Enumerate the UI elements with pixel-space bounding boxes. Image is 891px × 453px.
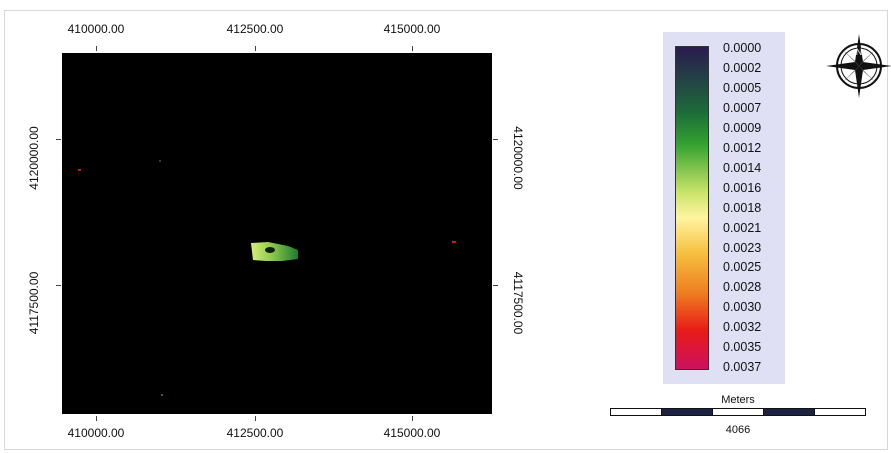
y-tickmark-left-2 (56, 285, 61, 286)
y-tickmark-right-2 (493, 285, 498, 286)
y-tickmark-left-1 (56, 139, 61, 140)
legend-value: 0.0007 (723, 100, 762, 115)
scale-bar-segment (764, 409, 815, 415)
x-tick-bottom-3: 415000.00 (383, 426, 441, 440)
legend-value: 0.0014 (723, 160, 762, 175)
legend-value: 0.0005 (723, 80, 762, 95)
legend-value-list: 0.0000 0.0002 0.0005 0.0007 0.0009 0.001… (723, 39, 761, 378)
hotspot-dim-2 (161, 394, 163, 396)
emission-source-marker (265, 247, 275, 253)
x-tickmark-bottom-3 (412, 416, 413, 421)
north-label: N (856, 47, 863, 57)
x-tickmark-bottom-1 (96, 416, 97, 421)
hotspot-dim-1 (159, 160, 161, 162)
compass-rose-icon: N (824, 28, 891, 104)
x-tickmark-bottom-2 (255, 416, 256, 421)
y-tick-right-1: 4120000.00 (511, 126, 525, 190)
x-tickmark-top-3 (412, 46, 413, 51)
concentration-legend: 0.0000 0.0002 0.0005 0.0007 0.0009 0.001… (663, 32, 785, 384)
x-tick-bottom-2: 412500.00 (226, 426, 284, 440)
hotspot-red-1 (78, 169, 81, 171)
legend-value: 0.0028 (723, 280, 762, 295)
legend-value: 0.0002 (723, 60, 762, 75)
hotspot-red-2 (452, 241, 456, 243)
map-raster (78, 160, 456, 396)
y-tick-left-2: 4117500.00 (27, 271, 41, 335)
x-tick-bottom-1: 410000.00 (67, 426, 125, 440)
legend-value: 0.0032 (723, 320, 762, 335)
legend-value: 0.0012 (723, 140, 762, 155)
scale-bar-graphic (610, 408, 866, 416)
scale-bar-segment (713, 409, 764, 415)
legend-value: 0.0009 (723, 120, 762, 135)
x-tick-top-1: 410000.00 (67, 22, 125, 36)
scale-bar-units: Meters (721, 394, 755, 406)
x-tickmark-top-1 (96, 46, 97, 51)
scale-bar-distance: 4066 (725, 424, 751, 436)
legend-value: 0.0035 (723, 340, 762, 355)
scale-bar-segment (662, 409, 713, 415)
y-tick-left-1: 4120000.00 (27, 126, 41, 190)
legend-value: 0.0016 (723, 180, 762, 195)
legend-value: 0.0037 (723, 360, 762, 375)
scale-bar: Meters 4066 (608, 390, 868, 440)
x-tick-top-2: 412500.00 (226, 22, 284, 36)
legend-value: 0.0023 (723, 240, 762, 255)
legend-value: 0.0021 (723, 220, 762, 235)
y-tickmark-right-1 (493, 139, 498, 140)
legend-value: 0.0000 (723, 41, 762, 55)
legend-color-ramp (675, 46, 709, 370)
legend-value: 0.0018 (723, 200, 762, 215)
legend-value: 0.0030 (723, 300, 762, 315)
concentration-plume (251, 242, 298, 261)
legend-value: 0.0025 (723, 260, 762, 275)
scale-bar-segment (815, 409, 865, 415)
x-tick-top-3: 415000.00 (383, 22, 441, 36)
map-raster-panel[interactable] (62, 53, 492, 414)
scale-bar-segment (611, 409, 662, 415)
y-tick-right-2: 4117500.00 (511, 271, 525, 335)
x-tickmark-top-2 (255, 46, 256, 51)
